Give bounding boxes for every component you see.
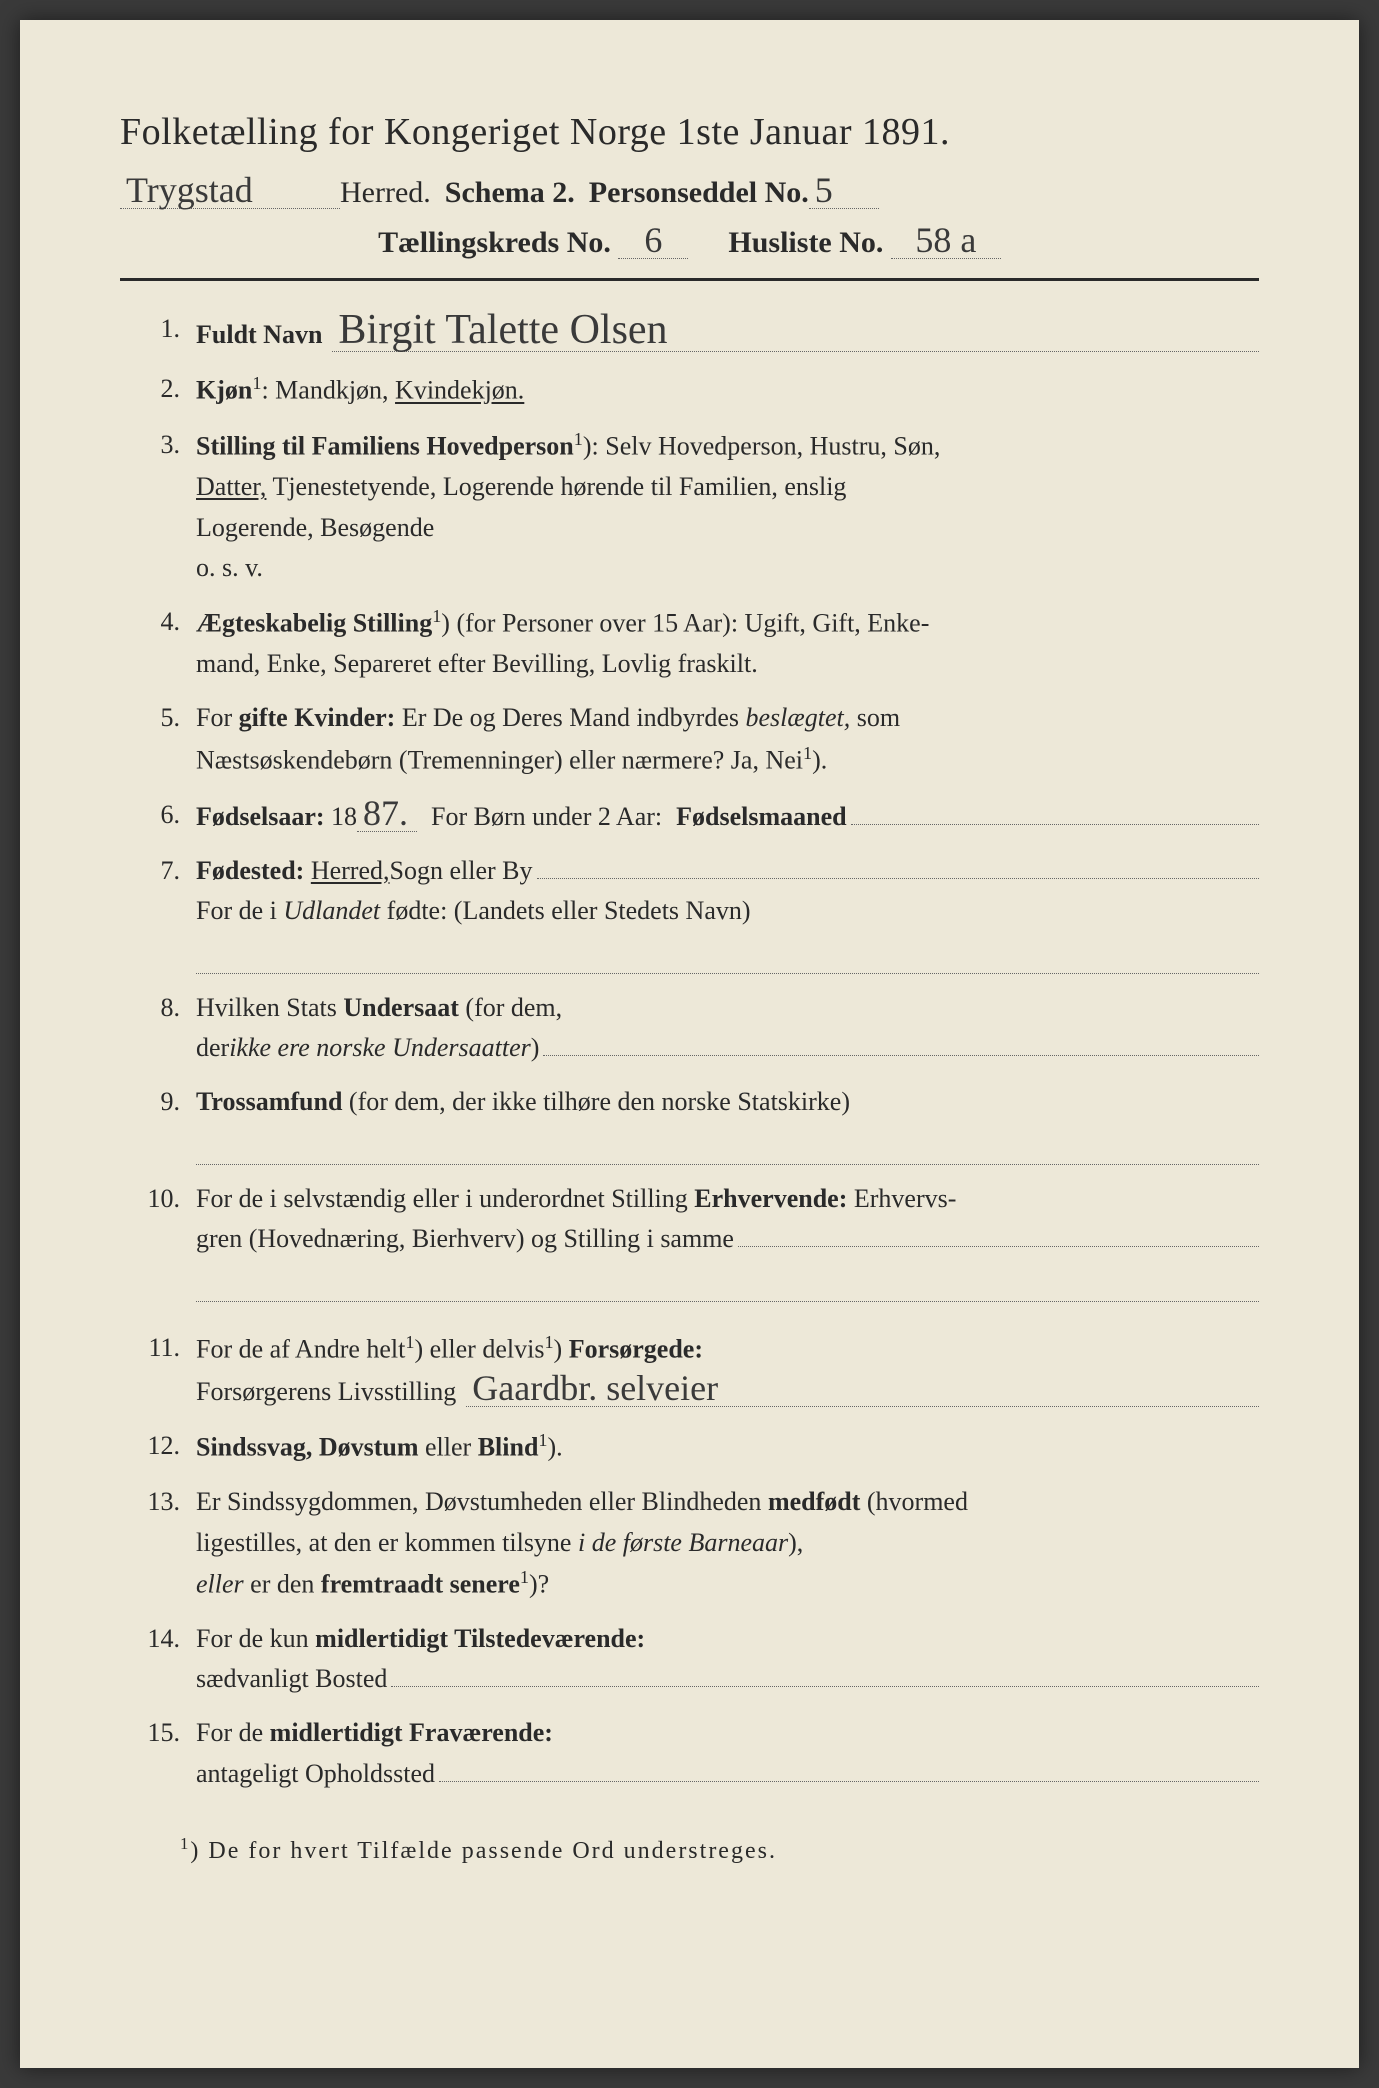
item-num: 11. xyxy=(140,1328,196,1412)
item-num: 8. xyxy=(140,988,196,1069)
item-num: 9. xyxy=(140,1082,196,1165)
item-8: 8. Hvilken Stats Undersaat (for dem, der… xyxy=(140,988,1259,1069)
item-num: 6. xyxy=(140,795,196,837)
item-12: 12. Sindssvag, Døvstum eller Blind1). xyxy=(140,1426,1259,1468)
item-6: 6. Fødselsaar: 1887. For Børn under 2 Aa… xyxy=(140,795,1259,837)
item-num: 4. xyxy=(140,602,196,684)
full-name-handwritten: Birgit Talette Olsen xyxy=(332,309,1259,352)
footnote: 1) De for hvert Tilfælde passende Ord un… xyxy=(120,1834,1259,1865)
item-4: 4. Ægteskabelig Stilling1) (for Personer… xyxy=(140,602,1259,684)
item-num: 2. xyxy=(140,369,196,411)
personseddel-value: 5 xyxy=(809,172,879,209)
item-9: 9. Trossamfund (for dem, der ikke tilhør… xyxy=(140,1082,1259,1165)
herred-label: Herred. xyxy=(340,176,431,210)
husliste-label: Husliste No. xyxy=(728,226,883,259)
birthplace-underlined: Herred, xyxy=(311,851,390,891)
birthyear-hw: 87. xyxy=(357,795,417,832)
item-10: 10. For de i selvstændig eller i underor… xyxy=(140,1179,1259,1302)
item-num: 10. xyxy=(140,1179,196,1302)
census-form-page: Folketælling for Kongeriget Norge 1ste J… xyxy=(20,20,1359,2068)
form-items: 1. Fuldt Navn Birgit Talette Olsen 2. Kj… xyxy=(120,309,1259,1794)
provider-occupation-hw: Gaardbr. selveier xyxy=(466,1370,1259,1407)
header-line-3: Tællingskreds No. 6 Husliste No. 58 a xyxy=(120,222,1259,260)
item-5: 5. For gifte Kvinder: Er De og Deres Man… xyxy=(140,698,1259,780)
husliste-value: 58 a xyxy=(891,222,1001,259)
divider-rule xyxy=(120,278,1259,281)
item-10-blank xyxy=(196,1266,1259,1302)
item-num: 7. xyxy=(140,851,196,974)
item-9-blank xyxy=(196,1129,1259,1165)
item-1-label: Fuldt Navn xyxy=(196,315,322,355)
item-2-label: Kjøn xyxy=(196,376,252,405)
item-13: 13. Er Sindssygdommen, Døvstumheden elle… xyxy=(140,1482,1259,1605)
schema-label: Schema 2. xyxy=(445,176,575,210)
item-2: 2. Kjøn1: Mandkjøn, Kvindekjøn. xyxy=(140,369,1259,411)
relation-underlined: Datter, xyxy=(196,472,266,501)
kreds-value: 6 xyxy=(618,222,688,259)
sex-underlined: Kvindekjøn. xyxy=(395,376,524,405)
item-num: 3. xyxy=(140,425,196,588)
item-num: 12. xyxy=(140,1426,196,1468)
item-num: 14. xyxy=(140,1619,196,1700)
item-7-blank xyxy=(196,937,1259,973)
herred-handwritten: Trygstad xyxy=(120,172,340,209)
item-15: 15. For de midlertidigt Fraværende: anta… xyxy=(140,1713,1259,1794)
kreds-label: Tællingskreds No. xyxy=(378,226,611,259)
item-14: 14. For de kun midlertidigt Tilstedevære… xyxy=(140,1619,1259,1700)
item-num: 1. xyxy=(140,309,196,355)
item-num: 5. xyxy=(140,698,196,780)
item-num: 15. xyxy=(140,1713,196,1794)
item-7: 7. Fødested: Herred, Sogn eller By For d… xyxy=(140,851,1259,974)
header-line-2: Trygstad Herred. Schema 2. Personseddel … xyxy=(120,172,1259,210)
personseddel-label: Personseddel No. xyxy=(589,176,809,210)
item-3: 3. Stilling til Familiens Hovedperson1):… xyxy=(140,425,1259,588)
item-1: 1. Fuldt Navn Birgit Talette Olsen xyxy=(140,309,1259,355)
birthmonth-blank xyxy=(851,799,1259,825)
item-num: 13. xyxy=(140,1482,196,1605)
item-11: 11. For de af Andre helt1) eller delvis1… xyxy=(140,1328,1259,1412)
page-title: Folketælling for Kongeriget Norge 1ste J… xyxy=(120,110,1259,154)
